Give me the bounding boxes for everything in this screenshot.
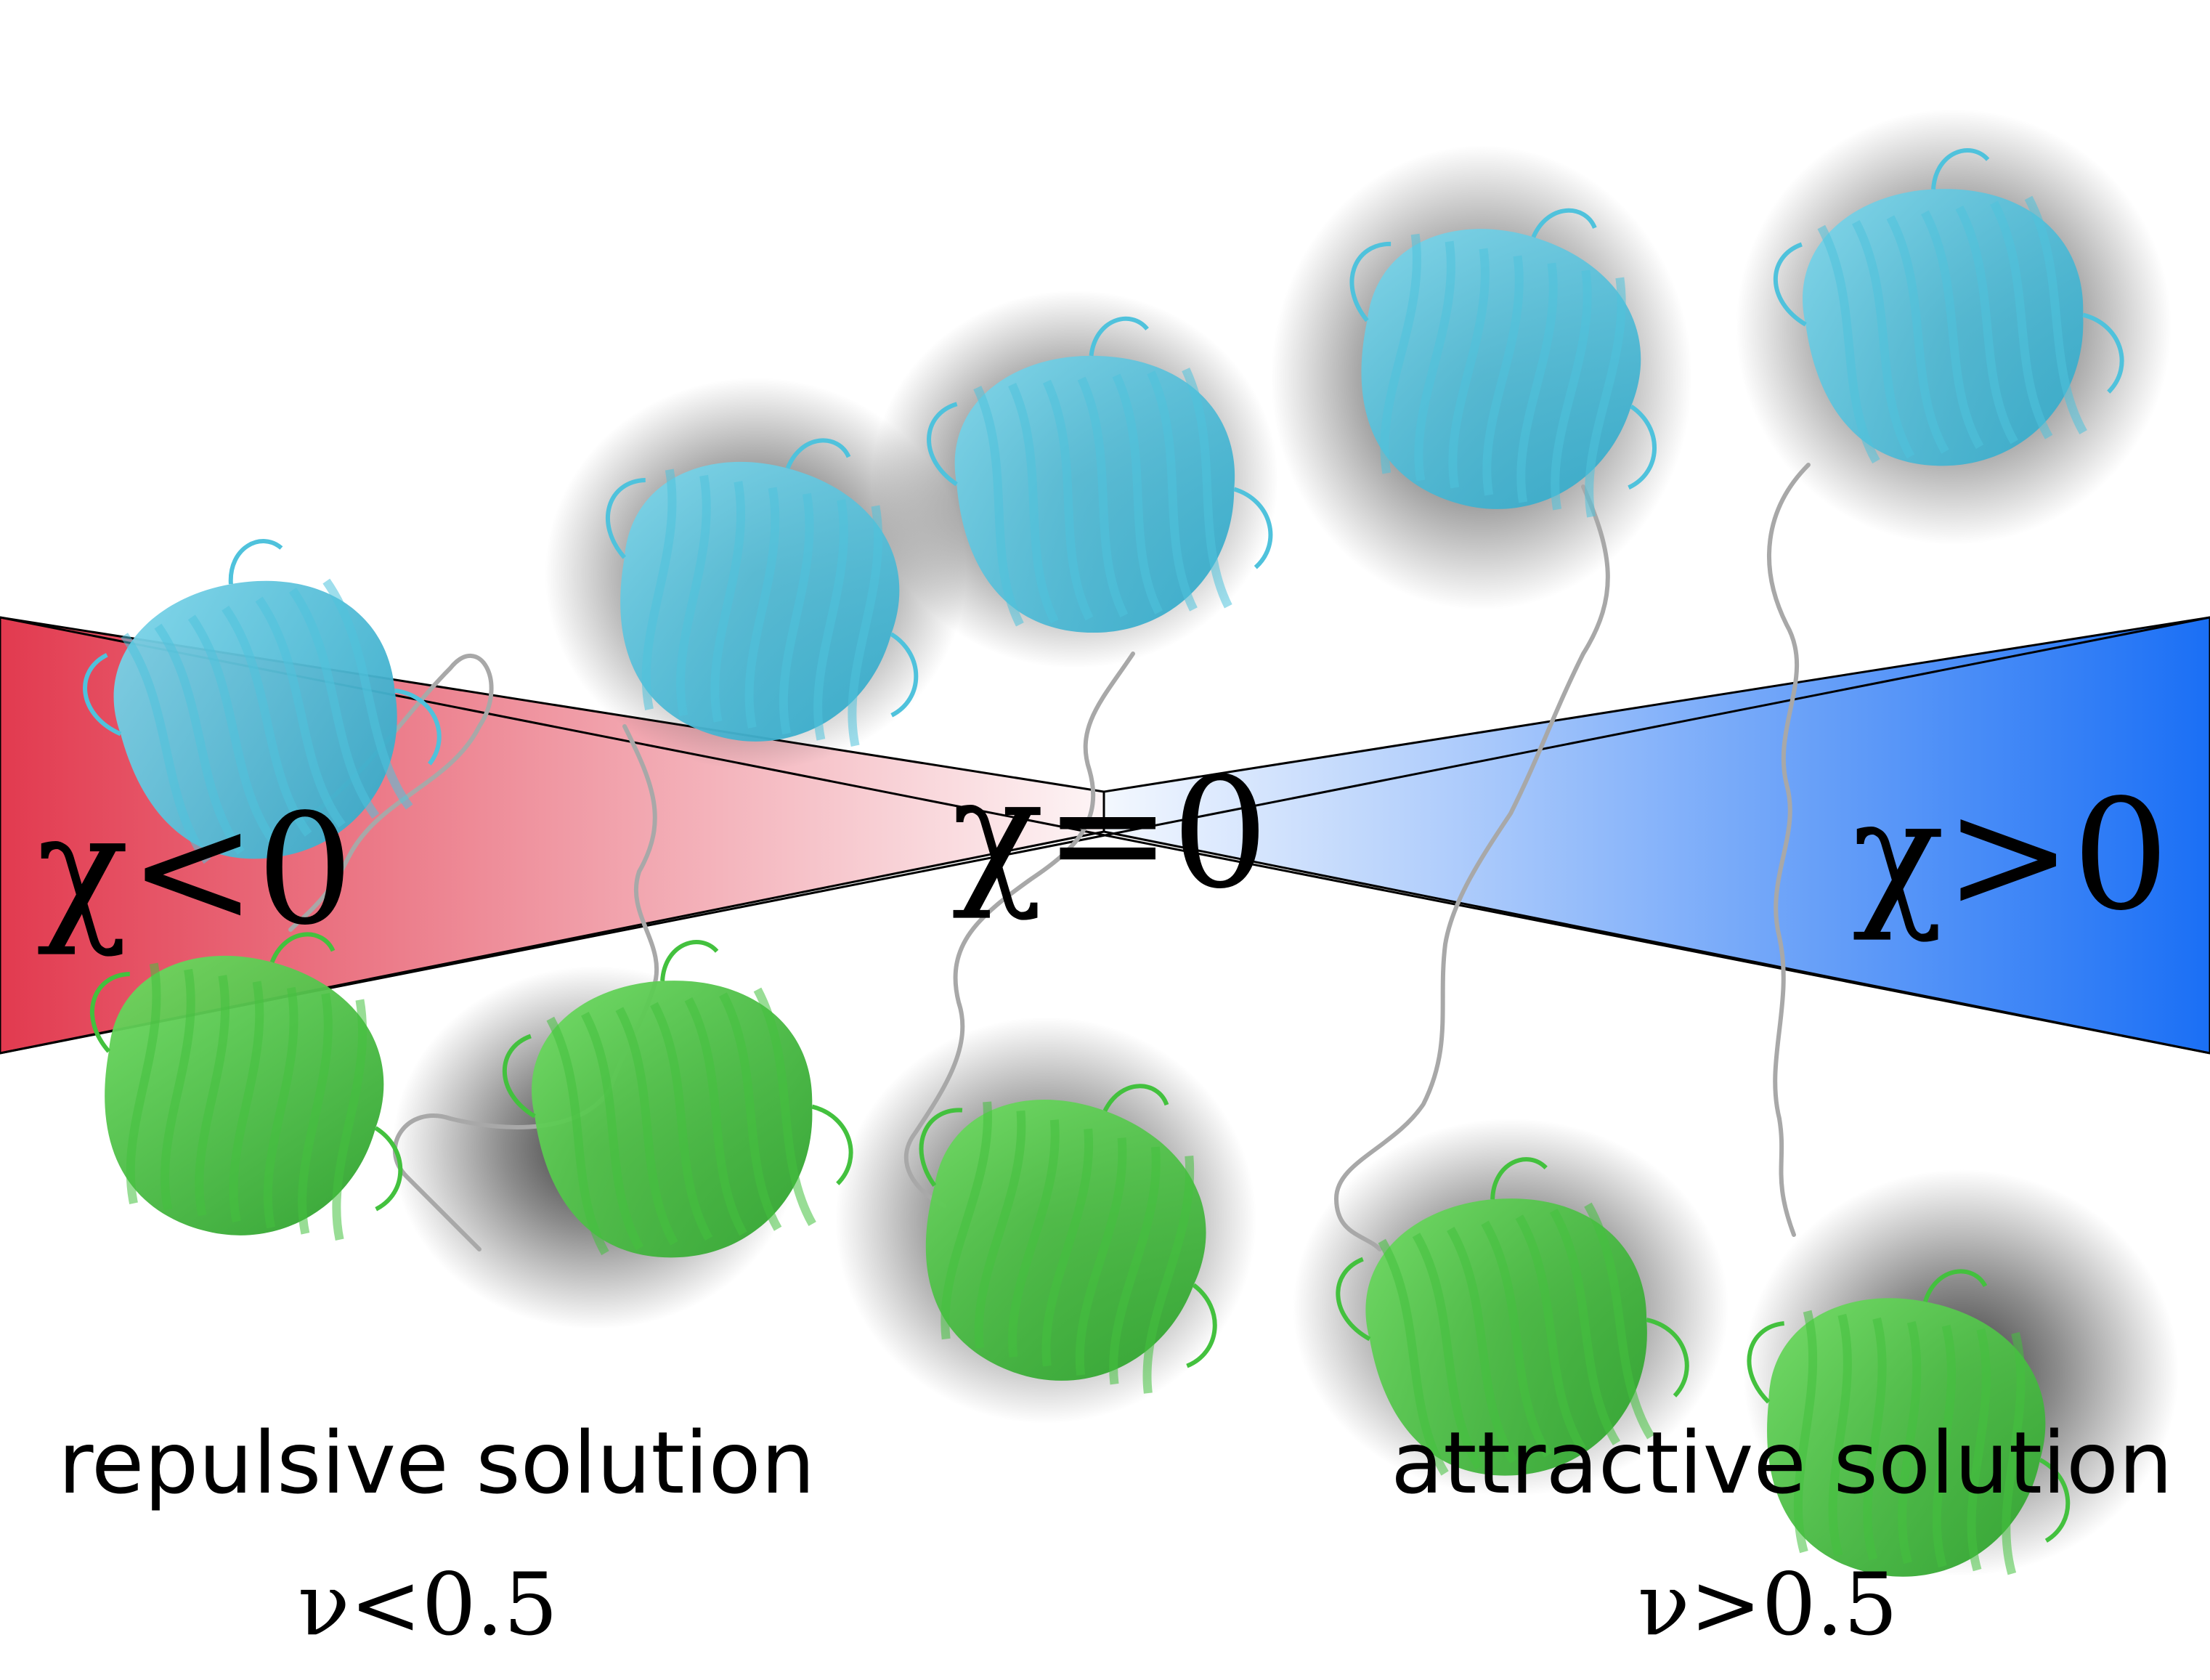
repulsive-solution-label: repulsive solution: [58, 1413, 815, 1513]
wedge-apex-line-2: [0, 616, 2210, 1055]
green-beta-barrel-icon: [1336, 1157, 1689, 1476]
green-beta-barrel-icon: [919, 1084, 1217, 1394]
linker-1: [288, 654, 494, 932]
cyan-beta-barrel-icon: [83, 539, 442, 864]
cyan-beta-barrel-icon: [1349, 208, 1657, 518]
green-beta-barrel-icon: [502, 940, 853, 1258]
chi-positive-label: χ>0: [1852, 766, 2169, 944]
cyan-beta-barrel-icon: [927, 316, 1273, 633]
chi-zero-label: χ=0: [951, 744, 1269, 922]
attractive-solution-label: attractive solution: [1391, 1413, 2173, 1513]
cyan-beta-barrel-icon: [1773, 148, 2124, 466]
cyan-beta-barrel-icon: [606, 438, 919, 747]
linker-3: [903, 652, 1135, 1208]
protein-layer: [83, 148, 2124, 1577]
green-beta-barrel-icon: [1747, 1269, 2071, 1577]
linker-5: [1767, 463, 1811, 1237]
nu-low-label: ν<0.5: [298, 1554, 558, 1655]
green-beta-barrel-icon: [90, 932, 403, 1241]
linker-4: [1333, 484, 1610, 1251]
attractive-wedge: [1102, 616, 2210, 1055]
chi-negative-label: χ<0: [36, 781, 354, 959]
nu-high-label: ν>0.5: [1638, 1554, 1898, 1655]
